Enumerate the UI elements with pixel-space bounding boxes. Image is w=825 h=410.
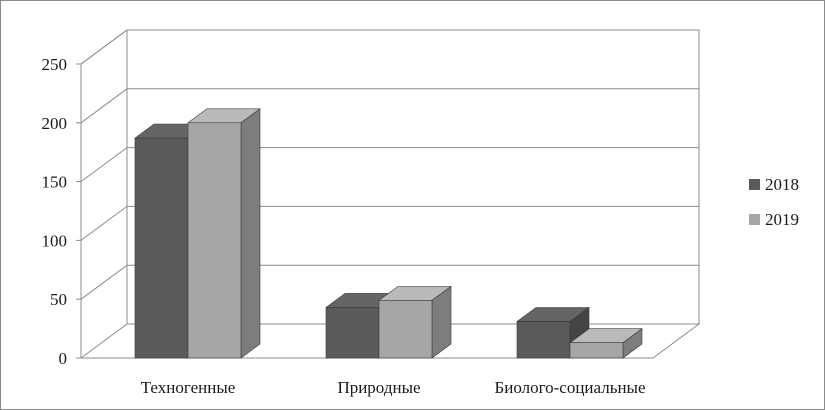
gridline [80,88,699,124]
bar-front [569,342,624,359]
y-tick-label: 150 [42,173,68,192]
y-tick-label: 200 [42,114,68,133]
bar-front [187,122,242,359]
y-tick-label: 50 [50,290,67,309]
bar-2019-1 [378,285,452,359]
legend-label-2019: 2019 [765,210,799,229]
gridline [80,147,699,183]
bar-front [325,307,380,359]
x-category-label: Природные [337,378,420,397]
x-category-label: Биолого-социальные [494,378,645,397]
gridline [80,29,699,65]
y-tick-label: 250 [42,55,68,74]
y-tick-label: 100 [42,231,68,250]
x-axis-categories: Техногенные Природные Биолого-социальные [141,378,646,397]
legend-swatch-2019 [749,214,760,225]
bars [134,108,643,359]
gridline [80,264,699,300]
y-axis-ticks: 0 50 100 150 200 250 [42,55,81,368]
floor-outline [79,323,701,359]
bar-front [378,300,433,359]
bar-2019-2 [569,328,643,359]
x-category-label: Техногенные [141,378,236,397]
bar-2019-0 [187,108,261,359]
legend: 2018 2019 [749,175,799,229]
legend-label-2018: 2018 [765,175,799,194]
gridlines [80,29,699,300]
bar-front [516,321,571,359]
y-tick-label: 0 [59,349,68,368]
gridline [80,205,699,241]
bar-front [134,137,189,359]
bar-side [240,108,261,359]
legend-swatch-2018 [749,179,760,190]
